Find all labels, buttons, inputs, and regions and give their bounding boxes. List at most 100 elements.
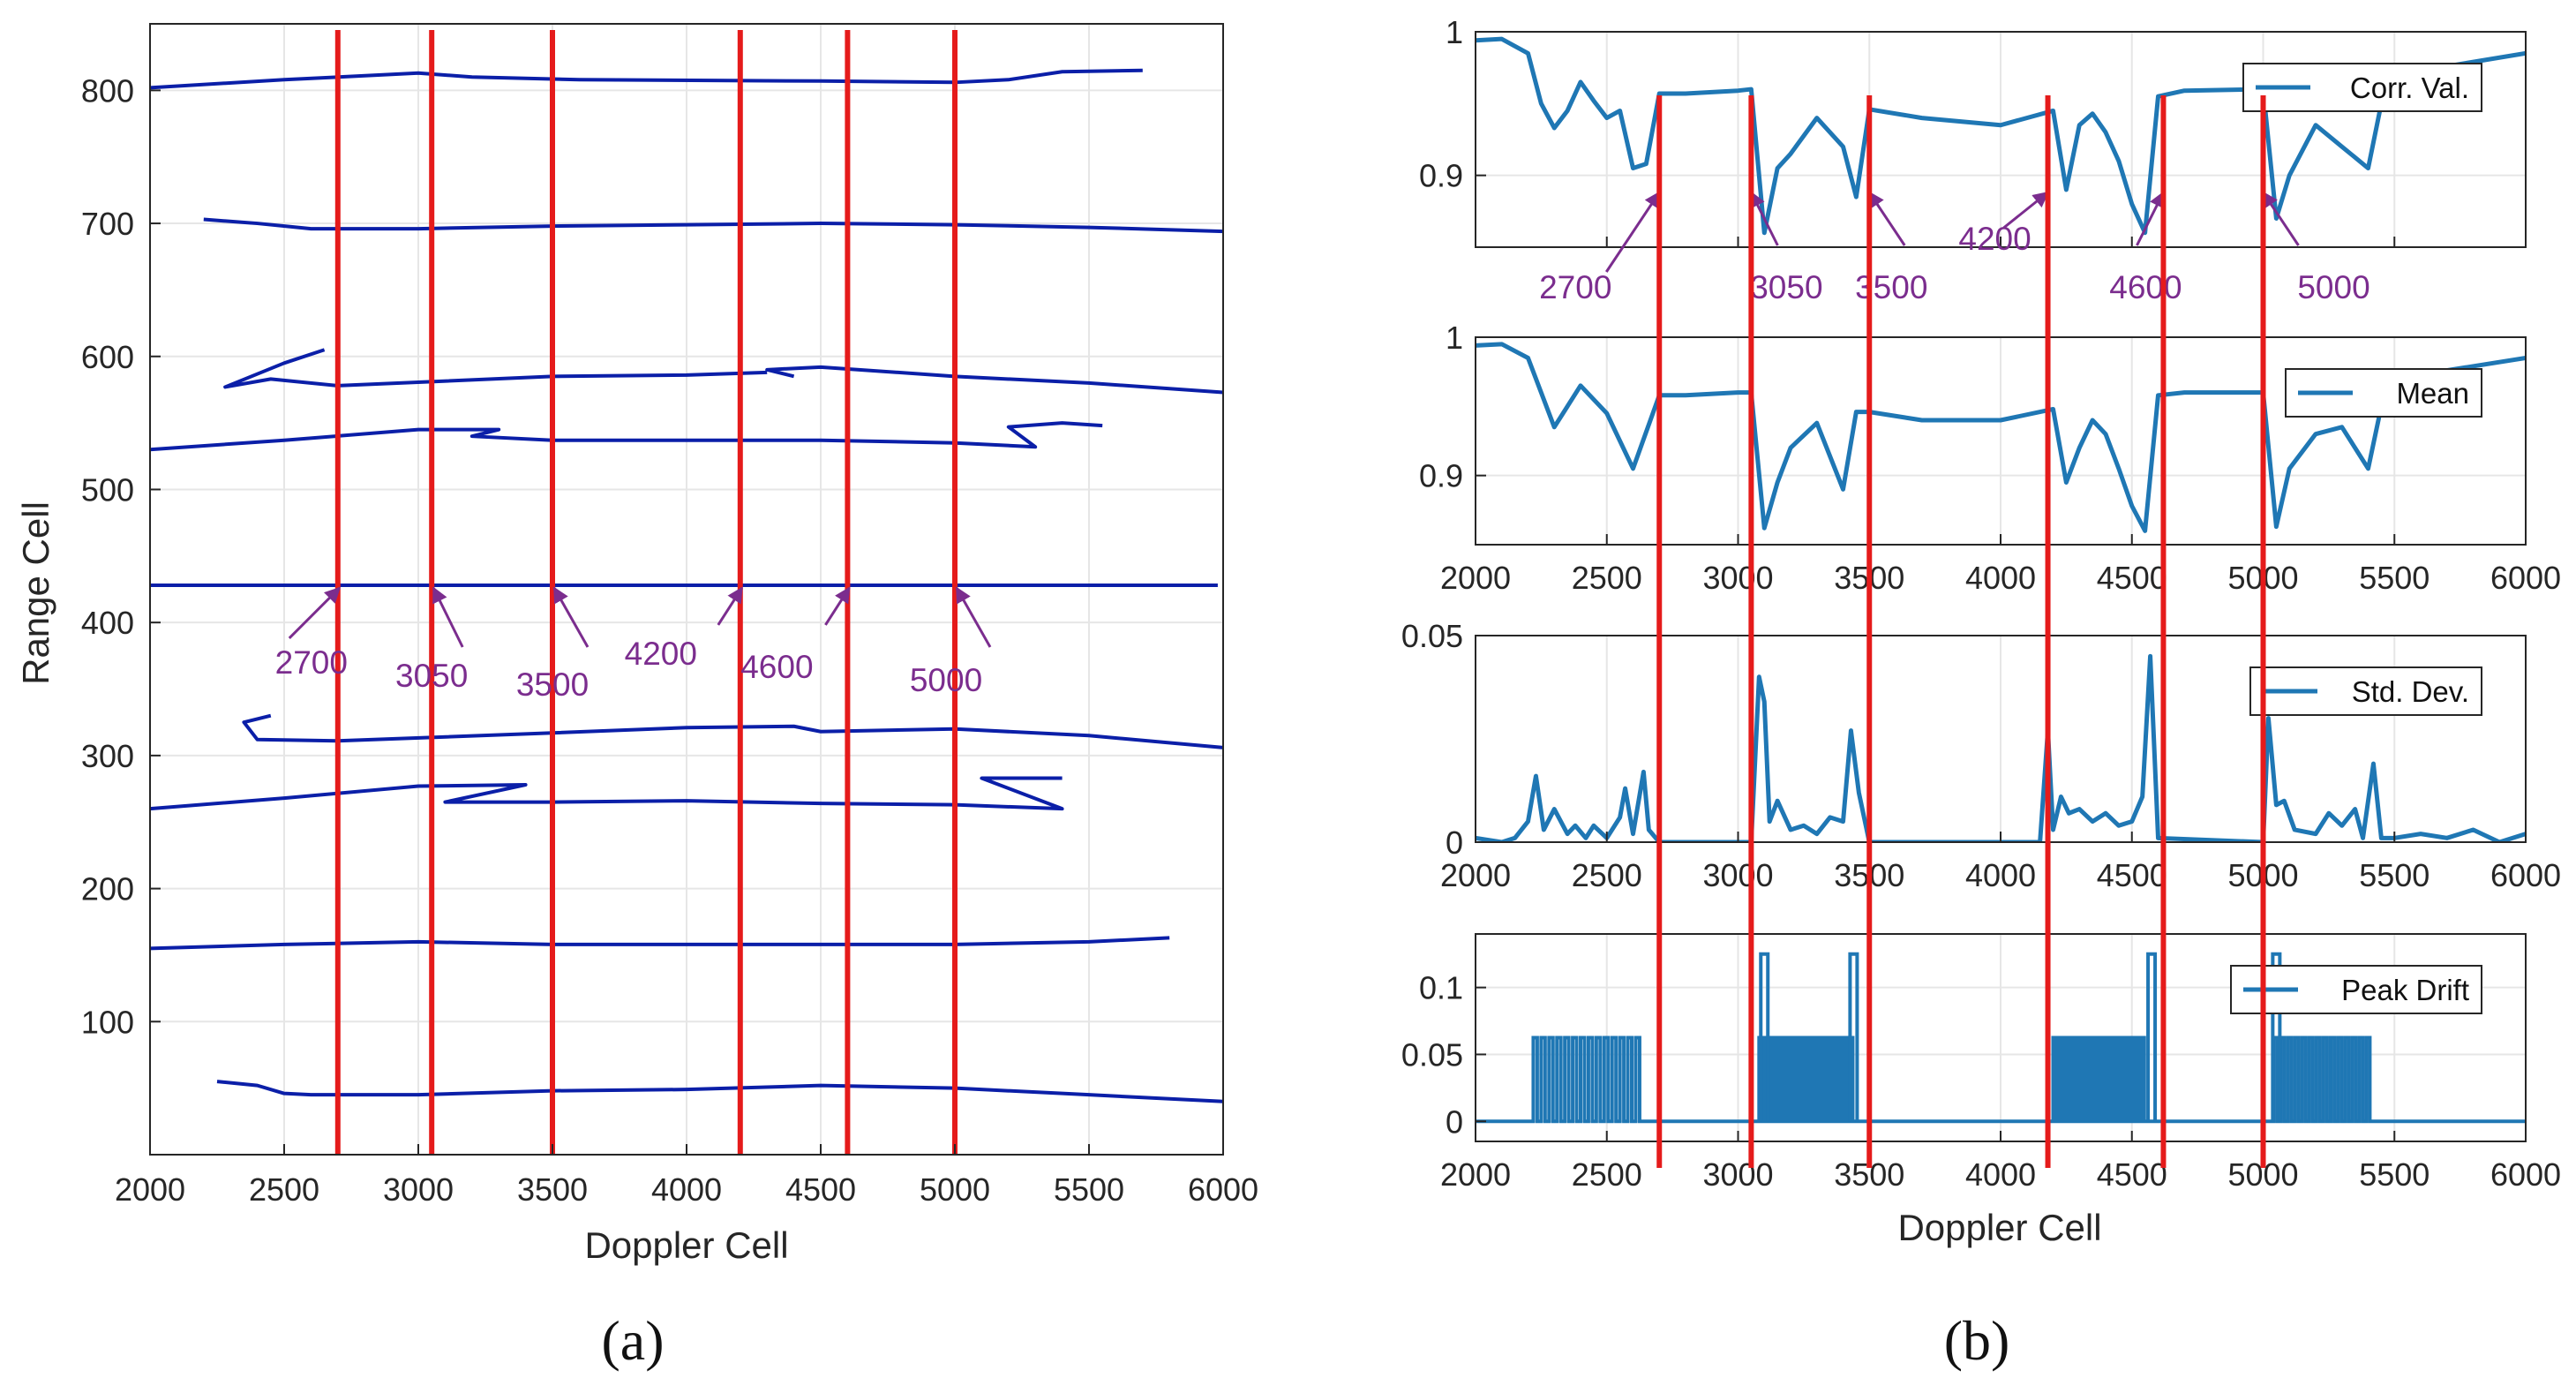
xtick-label-2500: 2500 [1572,560,1642,596]
xtick-label-2000: 2000 [1440,1156,1511,1193]
annotation-arrow-5000 [955,586,992,648]
annotation-label-4200: 4200 [1958,221,2031,257]
trace-track-160 [149,936,1170,951]
annotation-label-3500: 3500 [1855,269,1927,305]
ytick-label-100: 100 [81,1004,134,1040]
xtick-label-4000: 4000 [1965,1156,2036,1193]
xtick-label-5000: 5000 [920,1171,990,1208]
xtick-label-3000: 3000 [1702,560,1773,596]
series-mean [1476,342,2526,533]
ytick-label-200: 200 [81,871,134,907]
ytick-label-1: 0.05 [1401,1036,1463,1073]
annotation-label-4600: 4600 [740,649,813,685]
legend-label: Corr. Val. [2350,72,2469,104]
chart-b3: Std. Dev.00.0520002500300035004000450050… [1401,618,2561,893]
ytick-label-400: 400 [81,605,134,641]
xtick-label-3000: 3000 [1702,857,1773,893]
annotation-arrow-4200 [2002,191,2049,230]
trace-track-800 [149,68,1143,90]
xtick-label-4000: 4000 [651,1171,722,1208]
xtick-label-3000: 3000 [383,1171,454,1208]
spike-4575 [2146,952,2158,1122]
xtick-label-2500: 2500 [1572,857,1642,893]
trace-track-320 [242,713,1224,749]
xtick-label-4500: 4500 [2097,857,2167,893]
ytick-label-0: 0 [1446,1103,1463,1140]
xtick-label-2000: 2000 [115,1171,185,1208]
ytick-label-800: 800 [81,72,134,109]
red-marker-lines-b [1656,95,2266,1168]
xtick-label-2000: 2000 [1440,560,1511,596]
chart-b2: Mean0.9120002500300035004000450050005500… [1419,320,2561,596]
chart-a-ylabel: Range Cell [15,501,56,685]
annotation-arrow-4200 [717,586,744,626]
annotation-label-4600: 4600 [2109,269,2182,305]
trace-track-540 [149,421,1103,452]
xtick-label-2500: 2500 [249,1171,319,1208]
spike-5050 [2271,952,2282,1122]
annotation-label-2700: 2700 [1539,269,1611,305]
chart-b1: Corr. Val. 0.9 1 2700 3050 3500 4200 4600 5000 [1419,14,2527,305]
xtick-label-4500: 4500 [2097,560,2167,596]
ytick-label-500: 500 [81,471,134,508]
ytick-label-1: 1 [1446,14,1463,50]
annotation-label-3500: 3500 [516,666,589,703]
ytick-label-0: 0.9 [1419,158,1463,194]
xtick-label-6000: 6000 [2490,560,2561,596]
ytick-label-2: 0.1 [1419,970,1463,1006]
legend-label: Std. Dev. [2352,675,2469,708]
xtick-label-5500: 5500 [2359,857,2430,893]
series-peak-drift [1476,1035,2526,1124]
annotation-arrow-2700 [288,586,342,640]
annotation-label-5000: 5000 [910,662,982,698]
xtick-label-6000: 6000 [2490,1156,2561,1193]
annotation-arrow-3500 [1868,191,1906,246]
xtick-label-4500: 4500 [785,1171,856,1208]
ytick-label-0: 0 [1446,825,1463,861]
annotation-arrow-3500 [552,586,590,648]
annotation-label-3050: 3050 [1750,269,1822,305]
ytick-label-1: 0.05 [1401,618,1463,654]
trace-track-590 [223,348,768,389]
xtick-label-2000: 2000 [1440,857,1511,893]
annotation-arrow-3050 [1750,191,1779,246]
chart-b-xlabel: Doppler Cell [1897,1207,2101,1248]
ytick-label-1: 1 [1446,320,1463,356]
ytick-label-0: 0.9 [1419,458,1463,494]
spike-3440 [1848,952,1859,1122]
xtick-label-2500: 2500 [1572,1156,1642,1193]
legend-label: Mean [2396,377,2469,410]
panel-label-a: (a) [601,1309,664,1372]
trace-track-270 [149,776,1064,811]
trace-track-700 [203,217,1224,234]
xtick-label-3000: 3000 [1702,1156,1773,1193]
xtick-label-4000: 4000 [1965,560,2036,596]
trace-track-590b [765,365,1224,395]
xtick-label-4500: 4500 [2097,1156,2167,1193]
ytick-label-300: 300 [81,738,134,774]
annotation-label-3050: 3050 [395,658,468,694]
annotation-label-5000: 5000 [2297,269,2369,305]
xtick-label-5500: 5500 [2359,1156,2430,1193]
spike-3100 [1759,952,1770,1122]
xtick-label-6000: 6000 [1188,1171,1258,1208]
annotation-arrow-3050 [432,586,464,648]
annotation-label-4200: 4200 [625,636,697,672]
annotation-label-2700: 2700 [275,644,348,681]
series-stddev [1476,653,2526,842]
annotation-arrow-5000 [2262,191,2300,246]
xtick-label-3500: 3500 [517,1171,588,1208]
annotation-arrow-4600 [2136,191,2165,246]
xtick-label-5500: 5500 [1054,1171,1124,1208]
legend-label: Peak Drift [2341,974,2469,1006]
annotation-arrow-4600 [824,586,851,626]
chart-a: 2700 3050 3500 4200 4600 5000 2000 2500 3000 3500… [81,23,1258,1208]
xtick-label-4000: 4000 [1965,857,2036,893]
ytick-label-600: 600 [81,339,134,375]
panel-label-b: (b) [1944,1309,2010,1372]
ytick-label-700: 700 [81,206,134,242]
xtick-label-5500: 5500 [2359,560,2430,596]
chart-a-xlabel: Doppler Cell [584,1224,788,1266]
